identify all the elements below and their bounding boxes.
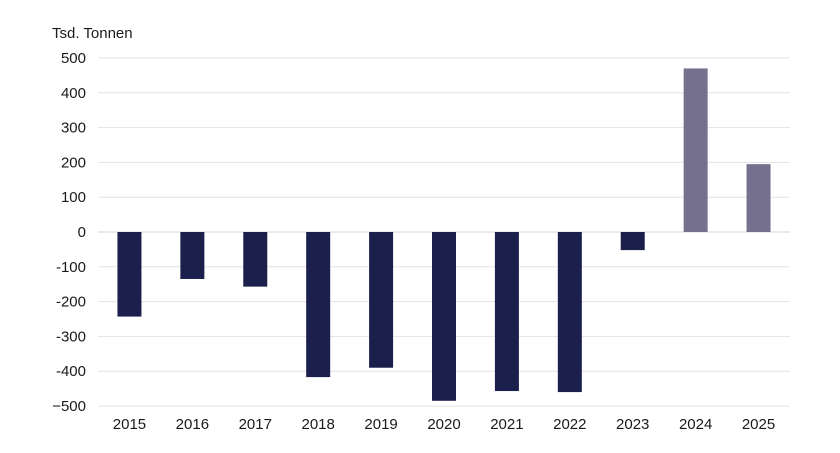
x-tick-label: 2016 xyxy=(176,416,209,433)
bar-2020 xyxy=(432,232,456,401)
y-tick-labels: 500 400 300 200 100 0 -100 -200 -300 -400 −500 xyxy=(52,50,86,415)
x-tick-label: 2025 xyxy=(742,416,775,433)
y-tick-label: 100 xyxy=(61,189,86,206)
y-tick-label: 400 xyxy=(61,85,86,102)
bar-2018 xyxy=(306,232,331,378)
bars xyxy=(117,68,771,401)
bar-2016 xyxy=(180,232,205,279)
x-tick-label: 2021 xyxy=(490,416,523,433)
y-axis-unit-label: Tsd. Tonnen xyxy=(52,25,133,42)
y-tick-label: -400 xyxy=(56,363,86,380)
bar-2023 xyxy=(620,232,645,251)
y-tick-label: −500 xyxy=(52,398,86,415)
x-tick-labels: 2015 2016 2017 2018 2019 2020 2021 2022 2023 2024… xyxy=(113,416,775,433)
x-tick-label: 2019 xyxy=(364,416,397,433)
y-tick-label: -100 xyxy=(56,259,86,276)
y-tick-label: -200 xyxy=(56,294,86,311)
x-tick-label: 2024 xyxy=(679,416,712,433)
y-tick-label: -300 xyxy=(56,328,86,345)
bar-2025 xyxy=(746,164,771,232)
x-tick-label: 2022 xyxy=(553,416,586,433)
x-tick-label: 2018 xyxy=(301,416,334,433)
x-tick-label: 2015 xyxy=(113,416,146,433)
bar-2024 xyxy=(683,68,708,232)
y-tick-label: 200 xyxy=(61,154,86,171)
y-tick-label: 500 xyxy=(61,50,86,67)
y-tick-label: 0 xyxy=(78,224,86,241)
x-tick-label: 2020 xyxy=(427,416,460,433)
x-tick-label: 2017 xyxy=(239,416,272,433)
x-tick-label: 2023 xyxy=(616,416,649,433)
bar-2021 xyxy=(494,232,519,392)
y-tick-label: 300 xyxy=(61,120,86,137)
bar-2019 xyxy=(369,232,394,368)
bar-2017 xyxy=(243,232,268,287)
bar-2015 xyxy=(117,232,142,317)
bar-2022 xyxy=(557,232,582,393)
